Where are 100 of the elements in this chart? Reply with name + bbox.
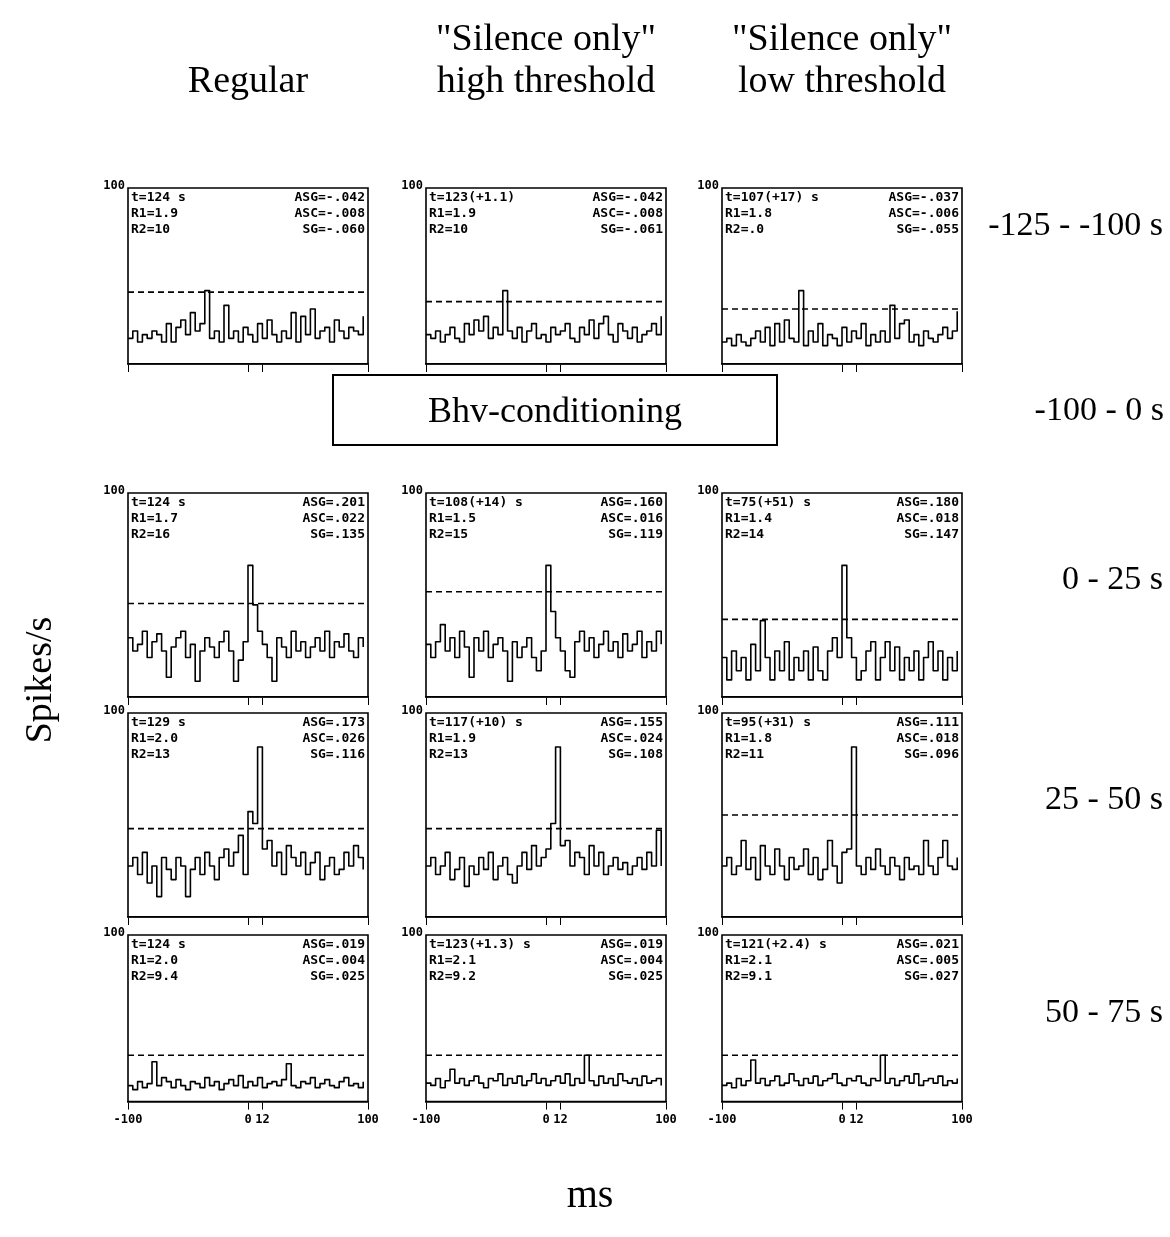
text: R1=1.9: [131, 204, 178, 220]
text: -125 - -100 s: [987, 203, 1163, 244]
text: ASG=.180: [896, 493, 960, 509]
x-tick-label: -100: [113, 1111, 143, 1126]
text: ASG=-.042: [294, 188, 365, 204]
text: SG=.135: [310, 525, 365, 541]
text: 100: [401, 703, 423, 718]
text: R2=10: [131, 220, 171, 236]
x-axis-title: ms: [565, 1170, 615, 1217]
x-tick-label: 0: [244, 1111, 252, 1126]
text: t=123(+1.1): [429, 188, 516, 204]
text: 100: [103, 925, 125, 940]
x-tick-label: 12: [553, 1111, 568, 1126]
x-tick-label: 12: [849, 1111, 864, 1126]
text: ASG=-.042: [592, 188, 663, 204]
annotation: R2=11: [725, 745, 765, 761]
text: 100: [401, 178, 423, 193]
text: ASG=.201: [302, 493, 366, 509]
annotation: R2=13: [429, 745, 469, 761]
text: t=108(+14) s: [429, 493, 523, 509]
text: R1=1.5: [429, 509, 476, 525]
x-tick-label: 100: [951, 1111, 973, 1126]
text: 100: [103, 483, 125, 498]
text: t=124 s: [131, 493, 186, 509]
text: t=124 s: [131, 188, 186, 204]
text: ASG=.111: [896, 713, 960, 729]
text: ASG=.160: [600, 493, 664, 509]
annotation: SG=.096: [904, 745, 960, 761]
text: R1=2.0: [131, 729, 179, 745]
text: t=117(+10) s: [429, 713, 523, 729]
text: 100: [697, 703, 719, 718]
text: 100: [697, 925, 719, 940]
x-tick-label: -100: [411, 1111, 441, 1126]
x-tick-label: 100: [357, 1111, 379, 1126]
y-axis-title: Spikes/s: [16, 615, 60, 746]
text: 50 - 75 s: [1043, 991, 1163, 1031]
text: SG=-.055: [896, 220, 959, 236]
text: R1=1.9: [429, 729, 476, 745]
text: ASC=.026: [302, 729, 366, 745]
text: 100: [401, 925, 423, 940]
text: R2=9.1: [725, 967, 773, 983]
text: ASG=.019: [600, 935, 663, 951]
x-tick-label: -100: [707, 1111, 737, 1126]
text: ASC=.016: [600, 509, 664, 525]
text: Bhv-conditioning: [332, 374, 778, 446]
text: 100: [697, 483, 719, 498]
chart-title: "Silence only" high threshold: [436, 16, 656, 101]
text: 100: [103, 178, 125, 193]
text: SG=.025: [310, 967, 365, 983]
text: t=123(+1.3) s: [429, 935, 531, 951]
text: t=124 s: [131, 935, 186, 951]
annotation: R2=13: [131, 745, 171, 761]
text: R2=9.4: [131, 967, 179, 983]
text: 100: [103, 703, 125, 718]
text: R1=1.7: [131, 509, 178, 525]
text: -100 - 0 s: [1034, 390, 1164, 428]
text: ASG=.155: [600, 713, 663, 729]
text: ASG=.019: [302, 935, 365, 951]
text: SG=.027: [904, 967, 959, 983]
text: R2=15: [429, 525, 469, 541]
text: R1=1.8: [725, 204, 773, 220]
text: ASC=-.008: [592, 204, 664, 220]
text: R1=2.1: [725, 951, 773, 967]
chart-title: Regular: [187, 58, 309, 101]
text: SG=.147: [904, 525, 959, 541]
text: t=121(+2.4) s: [725, 935, 827, 951]
text: R2=.0: [725, 220, 765, 236]
text: ASC=.018: [896, 509, 960, 525]
text: R2=10: [429, 220, 469, 236]
text: SG=-.060: [302, 220, 366, 236]
text: ASG=.173: [302, 713, 365, 729]
text: t=129 s: [131, 713, 186, 729]
text: ASG=-.037: [888, 188, 959, 204]
x-tick-label: 0: [838, 1111, 846, 1126]
chart-title: "Silence only" low threshold: [732, 16, 952, 101]
text: R2=14: [725, 525, 765, 541]
text: 100: [401, 483, 423, 498]
text: ASC=.004: [600, 951, 664, 967]
text: R1=2.1: [429, 951, 477, 967]
text: ASC=-.006: [888, 204, 960, 220]
text: R2=16: [131, 525, 171, 541]
text: ASC=-.008: [294, 204, 366, 220]
text: ASG=.021: [896, 935, 960, 951]
text: SG=.119: [608, 525, 663, 541]
text: R2=9.2: [429, 967, 476, 983]
text: R1=1.4: [725, 509, 773, 525]
text: R1=1.9: [429, 204, 476, 220]
x-tick-label: 100: [655, 1111, 677, 1126]
text: ASC=.004: [302, 951, 366, 967]
x-tick-label: 0: [542, 1111, 550, 1126]
text: 25 - 50 s: [1043, 777, 1163, 818]
text: ASC=.005: [896, 951, 959, 967]
annotation: SG=.116: [310, 745, 366, 761]
text: ASC=.024: [600, 729, 664, 745]
text: t=75(+51) s: [725, 493, 812, 509]
text: ASC=.018: [896, 729, 960, 745]
text: t=95(+31) s: [725, 713, 812, 729]
text: R1=1.8: [725, 729, 773, 745]
text: ASC=.022: [302, 509, 365, 525]
x-tick-label: 12: [255, 1111, 270, 1126]
